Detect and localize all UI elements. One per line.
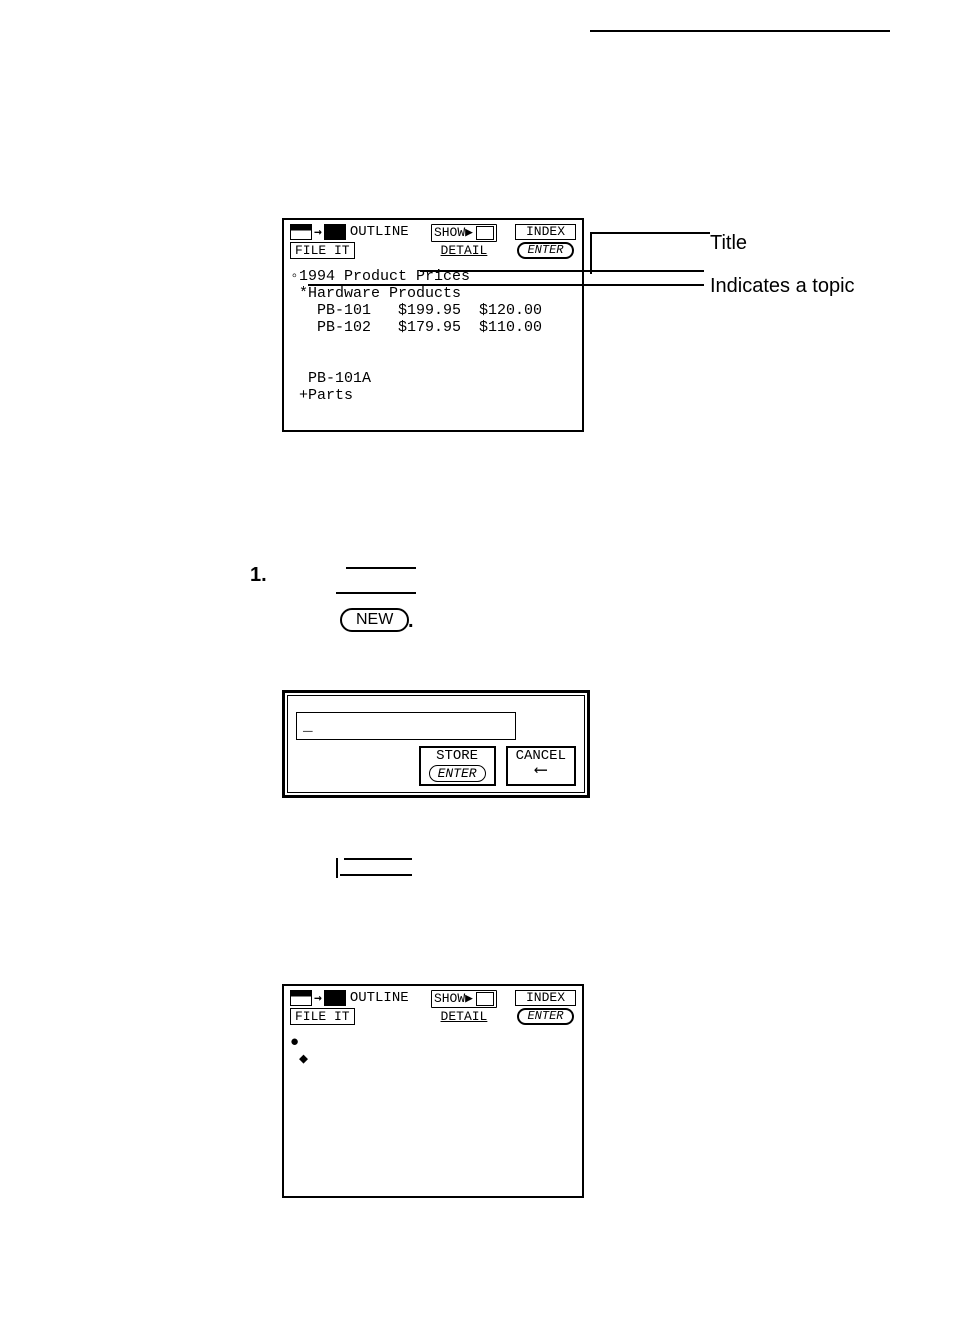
page-icon[interactable] [290, 224, 312, 240]
dialog-inner: _ STORE ENTER CANCEL ⟵ [287, 695, 585, 793]
top-rule [590, 30, 890, 32]
header-icons-row-2: → OUTLINE [290, 990, 409, 1006]
blank-line-1 [346, 567, 416, 569]
outline-label-2: OUTLINE [350, 990, 409, 1006]
index-button-2[interactable]: INDEX [515, 990, 576, 1006]
detail-label[interactable]: DETAIL [441, 244, 488, 258]
show-icon [476, 226, 494, 240]
folder-icon-2[interactable] [324, 990, 346, 1006]
blank-line-2 [336, 592, 416, 594]
header-right-group-2: INDEX ENTER [515, 990, 576, 1025]
screen-1: → OUTLINE FILE IT SHOW▶ DETAIL INDEX ENT… [282, 218, 584, 432]
arrow-icon-2: → [312, 991, 324, 1006]
folder-icon[interactable] [324, 224, 346, 240]
show-label: SHOW▶ [434, 226, 473, 240]
enter-pill[interactable]: ENTER [517, 242, 573, 259]
outline-label: OUTLINE [350, 224, 409, 240]
screen-2: → OUTLINE FILE IT SHOW▶ DETAIL INDEX ENT… [282, 984, 584, 1198]
enter-pill-2[interactable]: ENTER [517, 1008, 573, 1025]
dialog-input[interactable]: _ [296, 712, 516, 740]
screen-2-body: ● ◆ [284, 1032, 582, 1072]
blank-line-4 [340, 874, 412, 876]
header-icons-row: → OUTLINE [290, 224, 409, 240]
detail-label-2[interactable]: DETAIL [441, 1010, 488, 1024]
header-left-group-2: → OUTLINE FILE IT [290, 990, 409, 1025]
title-entry-dialog: _ STORE ENTER CANCEL ⟵ [282, 690, 590, 798]
file-it-button-2[interactable]: FILE IT [290, 1008, 355, 1025]
callout-line-title-corner [590, 232, 710, 274]
screen-2-header: → OUTLINE FILE IT SHOW▶ DETAIL INDEX ENT… [284, 986, 582, 1032]
step-number-1: 1. [250, 564, 267, 587]
screen-1-body: ◦1994 Product Prices *Hardware Products … [284, 266, 582, 408]
show-button[interactable]: SHOW▶ [431, 224, 497, 242]
dialog-buttons: STORE ENTER CANCEL ⟵ [296, 746, 576, 786]
page-icon-2[interactable] [290, 990, 312, 1006]
screen-1-header: → OUTLINE FILE IT SHOW▶ DETAIL INDEX ENT… [284, 220, 582, 266]
new-key[interactable]: NEW [340, 608, 409, 632]
header-mid-group: SHOW▶ DETAIL [431, 224, 497, 258]
cancel-arrow-icon: ⟵ [535, 764, 546, 778]
index-button[interactable]: INDEX [515, 224, 576, 240]
text-cursor [336, 858, 338, 878]
header-mid-group-2: SHOW▶ DETAIL [431, 990, 497, 1024]
header-left-group: → OUTLINE FILE IT [290, 224, 409, 259]
arrow-icon: → [312, 225, 324, 240]
callout-title-text: Title [710, 232, 747, 255]
header-right-group: INDEX ENTER [515, 224, 576, 259]
show-button-2[interactable]: SHOW▶ [431, 990, 497, 1008]
store-enter-pill: ENTER [429, 765, 486, 782]
file-it-button[interactable]: FILE IT [290, 242, 355, 259]
callout-line-topic [308, 284, 704, 286]
show-icon-2 [476, 992, 494, 1006]
callout-topic-text: Indicates a topic [710, 275, 855, 298]
period-after-new: . [408, 610, 414, 633]
blank-line-3 [344, 858, 412, 860]
store-label: STORE [436, 749, 478, 764]
show-label-2: SHOW▶ [434, 992, 473, 1006]
cancel-button[interactable]: CANCEL ⟵ [506, 746, 576, 786]
page: → OUTLINE FILE IT SHOW▶ DETAIL INDEX ENT… [0, 0, 954, 1337]
store-button[interactable]: STORE ENTER [419, 746, 496, 786]
